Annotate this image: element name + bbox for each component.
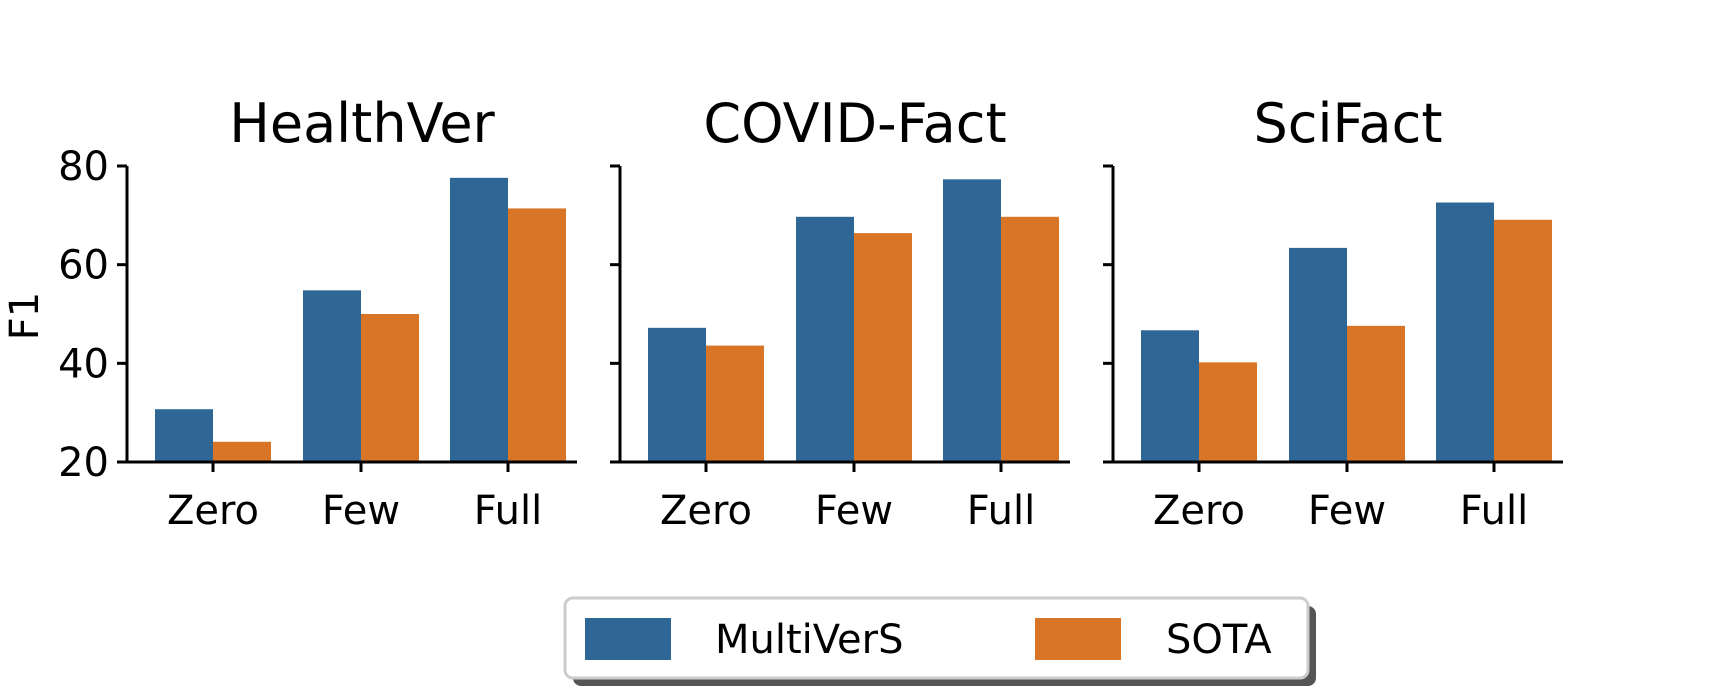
bar-multivers-zero <box>1141 330 1199 462</box>
bar-sota-full <box>1001 216 1059 462</box>
bar-sota-zero <box>706 345 764 462</box>
y-axis-label: F1 <box>2 292 48 340</box>
bar-multivers-zero <box>155 409 213 462</box>
panel-0: HealthVer 20 40 60 80 Zero Few Full <box>58 92 577 534</box>
panel-title: SciFact <box>1253 92 1442 155</box>
bar-sota-few <box>361 314 419 462</box>
x-tick-label: Full <box>1460 488 1528 534</box>
bar-multivers-few <box>303 290 361 462</box>
legend-label-multivers: MultiVerS <box>715 617 903 663</box>
y-tick-label: 40 <box>58 341 109 387</box>
bar-sota-zero <box>1199 362 1257 462</box>
bar-multivers-zero <box>648 327 706 462</box>
bar-multivers-full <box>943 179 1001 462</box>
y-tick-label: 80 <box>58 144 109 190</box>
legend-box <box>563 596 1310 680</box>
panel-2: SciFact Zero Few Full <box>1103 92 1563 534</box>
bar-sota-few <box>854 233 912 462</box>
bar-multivers-full <box>450 177 508 462</box>
bar-sota-zero <box>213 441 271 462</box>
panel-title: COVID-Fact <box>703 92 1006 155</box>
x-tick-label: Few <box>1308 488 1386 534</box>
y-tick-label: 20 <box>58 440 109 486</box>
legend-swatch-sota <box>1035 618 1121 660</box>
x-tick-label: Zero <box>167 488 259 534</box>
bar-multivers-few <box>796 216 854 462</box>
y-tick-label: 60 <box>58 243 109 289</box>
bar-multivers-few <box>1289 247 1347 462</box>
bar-multivers-full <box>1436 202 1494 463</box>
legend-swatch-multivers <box>585 618 671 660</box>
bar-sota-full <box>1494 219 1552 462</box>
panel-title: HealthVer <box>229 92 495 155</box>
x-tick-label: Zero <box>660 488 752 534</box>
x-tick-label: Full <box>967 488 1035 534</box>
panel-1: COVID-Fact Zero Few Full <box>610 92 1070 534</box>
legend: MultiVerS SOTA <box>563 596 1316 686</box>
x-tick-label: Few <box>815 488 893 534</box>
x-tick-label: Zero <box>1153 488 1245 534</box>
bar-sota-few <box>1347 325 1405 462</box>
panels: HealthVer 20 40 60 80 Zero Few Full COVID-Fact Ze… <box>58 92 1563 534</box>
x-tick-label: Full <box>474 488 542 534</box>
legend-label-sota: SOTA <box>1166 617 1272 663</box>
bar-sota-full <box>508 208 566 462</box>
x-tick-label: Few <box>322 488 400 534</box>
